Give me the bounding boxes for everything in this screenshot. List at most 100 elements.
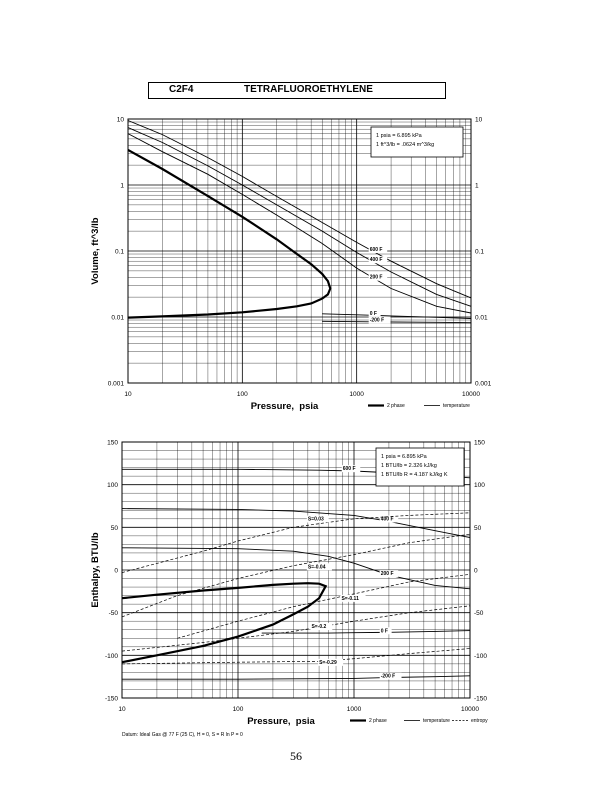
y-tick-label-left: 100: [107, 482, 118, 489]
series-line-0-f: [322, 313, 472, 319]
series-label-s-0-04: S=-0.04: [308, 564, 326, 570]
series-line-s-0-2: [121, 605, 471, 652]
series-label-bg: [310, 623, 333, 631]
compound-name: TETRAFLUOROETHYLENE: [244, 84, 373, 95]
series-label-s-0-2: S=-0.2: [311, 624, 326, 630]
legend-label-entropy: entropy: [471, 718, 488, 724]
x-tick-label: 100: [233, 706, 244, 713]
series-label-bg: [379, 627, 392, 635]
series-line-2-phase: [127, 148, 332, 319]
y-tick-label-left: 50: [111, 525, 119, 532]
plot-frame: [121, 441, 471, 699]
series-label-600-f: 600 F: [343, 466, 356, 472]
series-label-s-0-11: S=-0.11: [341, 596, 359, 602]
y-tick-label-left: 1: [120, 183, 124, 190]
grid: [128, 119, 471, 383]
x-tick-label: 10: [124, 391, 132, 398]
notes-box: 1 psia = 6.895 kPa 1 ft^3/lb = .0624 m^3/…: [370, 126, 464, 158]
y-tick-label-left: 0.001: [108, 381, 125, 388]
series-label-bg: [340, 594, 366, 602]
note-line: 1 BTU/lb R = 4.187 kJ/kg K: [381, 472, 448, 478]
series-label-bg: [318, 658, 344, 666]
series-label-0-f: 0 F: [381, 628, 388, 634]
y-tick-label-left: 150: [107, 440, 118, 447]
series-line-400-f: [127, 127, 472, 307]
series-line-s-0-03: [121, 512, 471, 573]
y-tick-label-left: -100: [105, 653, 118, 660]
series-label-bg: [368, 273, 388, 281]
series-label-bg: [368, 256, 388, 264]
x-tick-label: 1000: [349, 391, 364, 398]
y-tick-label-right: -150: [474, 696, 487, 703]
note-line: 1 ft^3/lb = .0624 m^3/kg: [376, 142, 434, 148]
series-line-s-0-11: [177, 573, 471, 639]
y-tick-label-left: 0.1: [115, 249, 124, 256]
y-tick-label-right: 0: [474, 568, 478, 575]
series-label-bg: [379, 515, 399, 523]
series-label-s-0-03: S=0.03: [308, 517, 324, 523]
series-line-s-0-04: [121, 533, 471, 618]
legend: 2 phase temperature entropy: [350, 718, 488, 724]
page-number: 56: [290, 749, 302, 763]
series-line-s-0-29: [121, 648, 471, 665]
x-tick-label: 1000: [347, 706, 362, 713]
x-axis-label: Pressure, psia: [251, 401, 319, 412]
series-label-bg: [368, 309, 381, 317]
series-label-bg: [306, 515, 329, 523]
datum-footnote: Datum: Ideal Gas @ 77 F (25 C), H = 0, S…: [122, 732, 243, 738]
series-label-s-0-29: S=-0.29: [319, 660, 337, 666]
series-label-600-f: 600 F: [370, 247, 383, 253]
notes-box: 1 psia = 6.895 kPa 1 BTU/lb = 2.326 kJ/kg…: [375, 447, 465, 487]
x-axis-label: Pressure, psia: [247, 716, 315, 727]
series-label-200-f: 200 F: [370, 275, 383, 281]
series-label-bg: [379, 672, 402, 680]
chart-2: 10 100 1000 10000 -150 -150 -100 -100 -50 -50 0 0 50…: [90, 440, 488, 739]
series-label-0-f: 0 F: [370, 311, 377, 317]
note-line: 1 psia = 6.895 kPa: [376, 133, 423, 139]
y-tick-label-right: 0.001: [475, 381, 492, 388]
y-tick-label-right: 100: [474, 482, 485, 489]
x-tick-label: 100: [237, 391, 248, 398]
y-axis-label: Enthalpy, BTU/lb: [90, 532, 101, 607]
note-line: 1 BTU/lb = 2.326 kJ/kg: [381, 463, 437, 469]
series-group: 600 F 400 F 200 F 0 F -200 F S=0.03 S=-0.04 S=-…: [121, 465, 471, 680]
compound-code: C2F4: [169, 84, 194, 95]
legend-label-temperature: temperature: [423, 718, 450, 724]
x-tick-label: 10000: [461, 706, 479, 713]
y-tick-label-right: -50: [474, 610, 484, 617]
note-line: 1 psia = 6.895 kPa: [381, 454, 428, 460]
series-group: 600 F 400 F 200 F 0 F-200 F: [127, 120, 472, 324]
series-line-600-f: [127, 120, 472, 299]
series-label-bg: [368, 316, 391, 324]
chart-1: 10 100 1000 10000 0.001 0.001 0.01 0.01 0.1 0.1 1 1…: [90, 117, 492, 413]
series-label-bg: [368, 246, 388, 253]
series-line-200-f: [121, 547, 471, 590]
y-tick-label-right: -100: [474, 653, 487, 660]
series-line-200-f: [122, 675, 471, 680]
y-tick-label-left: 10: [117, 117, 125, 124]
series-line-2-phase: [121, 582, 328, 664]
y-tick-label-right: 150: [474, 440, 485, 447]
y-tick-label-right: 0.1: [475, 249, 484, 256]
legend-label-temperature: temperature: [443, 403, 470, 409]
notes-frame: [375, 447, 465, 487]
series-line-400-f: [121, 508, 471, 539]
y-tick-label-left: -50: [109, 610, 119, 617]
y-tick-label-left: 0: [114, 568, 118, 575]
y-tick-label-right: 10: [475, 117, 483, 124]
series-label-200-f: 200 F: [381, 571, 394, 577]
x-tick-label: 10000: [462, 391, 480, 398]
series-label-bg: [306, 563, 332, 571]
legend-label-2-phase: 2 phase: [387, 403, 405, 409]
y-tick-label-right: 50: [474, 525, 482, 532]
y-axis-label: Volume, ft^3/lb: [90, 217, 101, 284]
series-label-bg: [341, 465, 361, 473]
series-label-bg: [379, 570, 399, 578]
plot-frame: [127, 118, 472, 384]
series-label-200-f: -200 F: [381, 674, 395, 680]
notes-frame: [370, 126, 464, 158]
series-line-200-f: [322, 320, 472, 324]
y-tick-label-right: 0.01: [475, 315, 488, 322]
